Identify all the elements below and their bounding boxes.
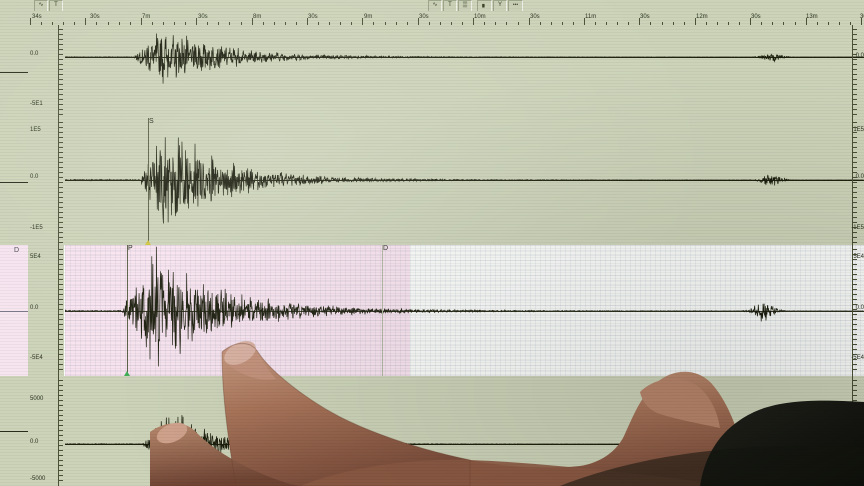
overview-column[interactable]: D	[0, 25, 29, 486]
ruler-label: 30s	[860, 14, 864, 20]
ruler-label: 10m	[474, 14, 486, 20]
overview-cell-4[interactable]	[0, 376, 28, 486]
panel-3-rlabel-mid: 0.0	[855, 305, 864, 311]
phase-marker-p-label: P	[128, 245, 133, 252]
trace-panel-1[interactable]: 0.0 -5E1 0.0	[28, 25, 864, 119]
ruler-label: 11m	[585, 14, 597, 20]
ruler-label: 30s	[751, 14, 761, 20]
panel-1-right-axis: 0.0	[852, 25, 864, 118]
phase-marker-p[interactable]: P	[124, 245, 133, 376]
phase-marker-d[interactable]: D	[382, 245, 388, 376]
panel-3-ylabel-mid: 0.0	[30, 305, 39, 311]
panel-2-ylabel-top: 1E5	[30, 127, 41, 133]
panel-3-waveform	[65, 245, 864, 376]
overview-cell-3-label: D	[14, 247, 20, 254]
phase-marker-s[interactable]: S	[145, 118, 154, 245]
toolbar: ∿ T ∿ T ▒ ▖ Y •••	[0, 0, 864, 12]
ruler-label: 7m	[142, 14, 151, 20]
overview-cell-3[interactable]: D	[0, 245, 28, 377]
panel-4-y-axis: 5000 0.0 -5000	[28, 376, 64, 486]
toolbar-group-left: ∿ T	[34, 0, 63, 12]
panel-1-rlabel-mid: 0.0	[855, 53, 864, 59]
panel-4-ylabel-top: 5000	[30, 396, 44, 402]
panel-4-right-axis: 0.0	[852, 376, 864, 486]
ruler-label: 12m	[696, 14, 708, 20]
ruler-label: 8m	[253, 14, 262, 20]
overview-cell-1[interactable]	[0, 25, 28, 119]
phase-marker-s-label: S	[149, 118, 154, 125]
panel-3-plot[interactable]: P D	[65, 245, 864, 376]
phase-marker-d-label: D	[383, 245, 389, 252]
panel-1-y-axis: 0.0 -5E1	[28, 25, 64, 118]
panel-2-y-axis: 1E5 0.0 -1E5	[28, 118, 64, 245]
panel-1-waveform	[65, 25, 864, 118]
panel-4-ylabel-bottom: -5000	[30, 476, 46, 482]
panel-2-rlabel-top: 1E5	[853, 127, 864, 133]
ruler-label: 30s	[530, 14, 540, 20]
trace-panel-2[interactable]: 1E5 0.0 -1E5 S 1E5 0.0 -1E5	[28, 118, 864, 246]
ruler-label: 30s	[640, 14, 650, 20]
time-ruler[interactable]: 34s 30s 7m 30s 8m 30s 9m 30s 10m 30s 11m 30s 12m 30s 1…	[0, 11, 864, 26]
panel-2-rlabel-bottom: -1E5	[851, 225, 864, 231]
panel-3-rlabel-bottom: -5E4	[851, 355, 864, 361]
dots-icon[interactable]: •••	[508, 0, 523, 12]
ruler-label: 30s	[419, 14, 429, 20]
ruler-label: 30s	[198, 14, 208, 20]
panel-1-plot[interactable]	[65, 25, 864, 118]
ruler-label: 9m	[364, 14, 373, 20]
panel-2-plot[interactable]: S	[65, 118, 864, 245]
panel-3-rlabel-top: 5E4	[853, 254, 864, 260]
overview-cell-2[interactable]	[0, 118, 28, 246]
panel-3-right-axis: 5E4 0.0 -5E4	[851, 245, 864, 376]
panel-2-ylabel-mid: 0.0	[30, 174, 39, 180]
ruler-label: 30s	[90, 14, 100, 20]
panel-3-ylabel-top: 5E4	[30, 254, 41, 260]
panel-1-ylabel-bottom: -5E1	[30, 101, 43, 107]
panel-4-waveform	[65, 376, 864, 486]
toolbar-group-center: ∿ T ▒ ▖ Y •••	[428, 0, 523, 12]
text-tool-icon[interactable]: T	[49, 0, 63, 12]
trace-panel-3[interactable]: 5E4 0.0 -5E4 P D 5E4 0.0 -5E4	[28, 245, 864, 377]
panel-3-ylabel-bottom: -5E4	[30, 355, 43, 361]
panel-2-rlabel-mid: 0.0	[855, 174, 864, 180]
panel-2-ylabel-bottom: -1E5	[30, 225, 43, 231]
trace-panel-4[interactable]: 5000 0.0 -5000 0.0	[28, 376, 864, 486]
panel-4-plot[interactable]	[65, 376, 864, 486]
panel-3-y-axis: 5E4 0.0 -5E4	[28, 245, 64, 376]
panel-2-waveform	[65, 118, 864, 245]
panel-4-ylabel-mid: 0.0	[30, 439, 39, 445]
panel-2-right-axis: 1E5 0.0 -1E5	[851, 118, 864, 245]
panel-1-ylabel-mid: 0.0	[30, 51, 39, 57]
ruler-label: 34s	[32, 14, 42, 20]
ruler-label: 30s	[308, 14, 318, 20]
ruler-label: 13m	[806, 14, 818, 20]
